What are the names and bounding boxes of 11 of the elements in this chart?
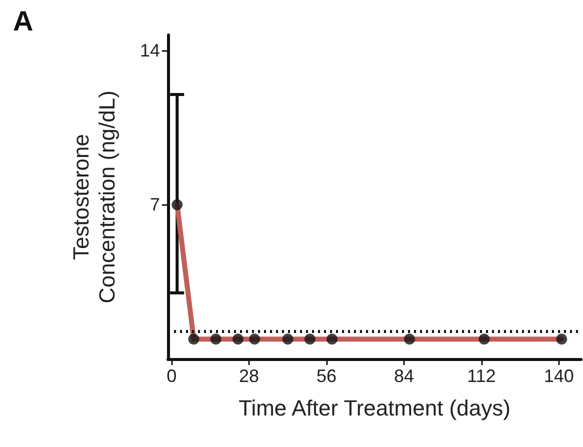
x-axis-title: Time After Treatment (days) (238, 396, 510, 420)
y-tick-label: 14 (140, 40, 160, 60)
x-tick-label: 0 (166, 366, 177, 386)
x-tick-label: 140 (544, 366, 574, 386)
x-tick-label: 56 (316, 366, 337, 386)
y-tick-label: 7 (150, 194, 160, 215)
chart-title: A (13, 6, 34, 36)
x-tick-label: 112 (467, 366, 496, 386)
y-axis-title: Testosterone Concentration (ng/dL) (68, 90, 120, 304)
x-tick-label: 84 (394, 366, 414, 386)
x-tick-label: 28 (239, 366, 260, 386)
